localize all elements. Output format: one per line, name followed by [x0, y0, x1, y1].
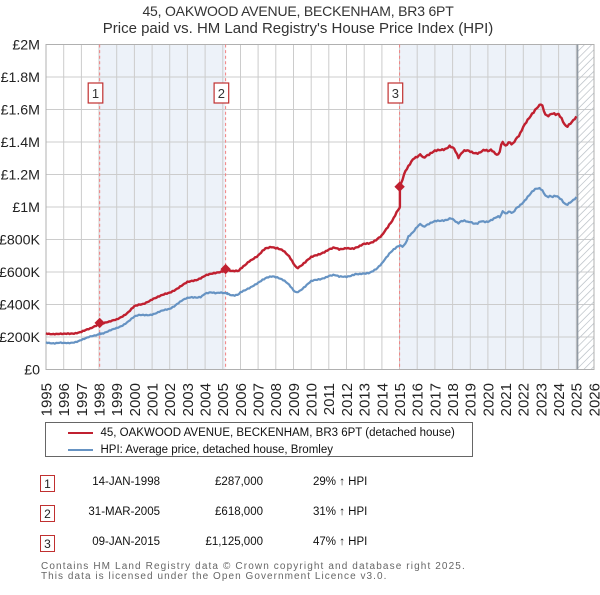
svg-text:1: 1 [92, 86, 99, 101]
svg-text:2023: 2023 [533, 383, 550, 416]
svg-text:3: 3 [392, 86, 399, 101]
svg-text:2011: 2011 [321, 383, 338, 415]
svg-text:2008: 2008 [268, 383, 285, 416]
svg-text:2022: 2022 [516, 383, 533, 416]
svg-text:2006: 2006 [233, 383, 250, 416]
svg-text:2016: 2016 [410, 383, 427, 416]
svg-text:1995: 1995 [38, 383, 55, 416]
svg-text:2019: 2019 [463, 383, 480, 416]
svg-text:1998: 1998 [91, 383, 108, 416]
svg-text:£1.4M: £1.4M [1, 135, 40, 151]
svg-text:£1M: £1M [12, 200, 40, 216]
svg-text:2007: 2007 [251, 383, 268, 416]
svg-text:2018: 2018 [445, 383, 462, 416]
svg-text:2000: 2000 [127, 383, 144, 416]
svg-text:2012: 2012 [339, 383, 356, 416]
svg-text:2004: 2004 [198, 383, 215, 416]
svg-text:2002: 2002 [162, 383, 179, 416]
svg-text:2014: 2014 [374, 383, 391, 416]
svg-text:2024: 2024 [551, 383, 568, 416]
svg-text:2003: 2003 [180, 383, 197, 416]
svg-text:£1.6M: £1.6M [1, 103, 40, 119]
svg-text:2009: 2009 [286, 383, 303, 416]
svg-text:2020: 2020 [480, 383, 497, 416]
svg-text:£0: £0 [24, 363, 40, 379]
svg-text:2005: 2005 [215, 383, 232, 416]
svg-text:2021: 2021 [498, 383, 515, 416]
svg-text:£400K: £400K [0, 298, 41, 314]
svg-text:£200K: £200K [0, 330, 41, 346]
svg-text:2017: 2017 [427, 383, 444, 416]
svg-text:2013: 2013 [357, 383, 374, 416]
svg-text:£1.2M: £1.2M [1, 168, 40, 184]
svg-text:2026: 2026 [586, 383, 600, 416]
svg-text:2015: 2015 [392, 383, 409, 416]
svg-text:£600K: £600K [0, 265, 41, 281]
svg-text:2: 2 [218, 86, 225, 101]
svg-text:£1.8M: £1.8M [1, 70, 40, 86]
svg-text:1999: 1999 [109, 383, 126, 416]
svg-text:1997: 1997 [74, 383, 91, 416]
svg-text:2025: 2025 [569, 383, 586, 416]
svg-text:2001: 2001 [145, 383, 162, 416]
svg-text:£2M: £2M [12, 38, 40, 54]
svg-text:£800K: £800K [0, 233, 41, 249]
svg-text:2010: 2010 [304, 383, 321, 416]
svg-text:1996: 1996 [56, 383, 73, 416]
